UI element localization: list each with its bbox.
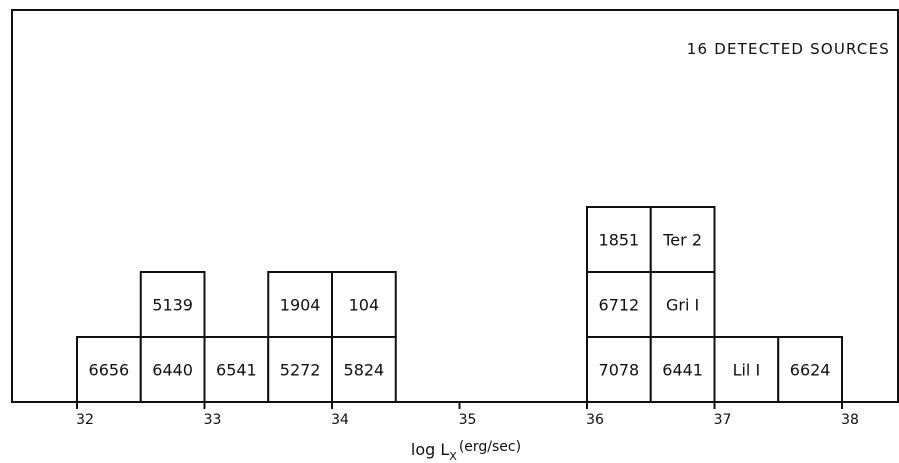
source-label: Lil I [733,361,761,380]
source-box-rect [586,206,652,273]
source-label: 104 [349,296,380,315]
source-box: 6624 [777,336,843,403]
source-box: 5139 [139,271,206,338]
x-tick-label: 32 [76,412,94,428]
source-box: 6441 [649,336,716,403]
source-box-rect [139,271,206,338]
source-label: Gri I [666,296,699,315]
source-box: 1851 [586,206,652,273]
source-label: 7078 [599,361,640,380]
x-tick-label: 36 [586,412,604,428]
source-label: 6541 [216,361,257,380]
source-box-rect [649,206,716,273]
x-axis-label: log LX(erg/sec) [411,439,521,463]
source-label: 1904 [280,296,321,315]
x-tick-label: 37 [714,412,732,428]
x-tick-label: 38 [841,412,859,428]
x-tick-label: 33 [204,412,222,428]
source-boxes: 6656 6440 5139 6541 5272 1904 5824 104 7078 6712 1… [76,206,843,403]
source-box-rect [331,271,397,338]
plot-frame [11,9,899,403]
source-box: 1904 [267,271,333,338]
sources-annotation: 16 DETECTED SOURCES [687,40,890,58]
source-box: 104 [331,271,397,338]
source-box: 6712 [586,271,652,338]
source-label: 5139 [152,296,193,315]
source-box: Lil I [713,336,780,403]
source-label: 6624 [790,361,831,380]
source-label: 6440 [152,361,193,380]
source-label: 5824 [344,361,385,380]
source-box-rect [777,336,843,403]
x-axis-label-main: log L [411,440,449,459]
source-box: Ter 2 [649,206,716,273]
source-box: 6656 [76,336,142,403]
x-axis-ticks: 32 33 34 35 36 37 38 [76,402,859,428]
source-box-rect [649,336,716,403]
source-box-rect [76,336,142,403]
source-label: 5272 [280,361,321,380]
source-box: Gri I [649,271,716,338]
source-label: 1851 [599,231,640,250]
source-label: 6441 [662,361,703,380]
source-box: 7078 [586,336,652,403]
source-box-rect [331,336,397,403]
source-box: 5824 [331,336,397,403]
source-box: 6541 [203,336,270,403]
x-tick-label: 34 [331,412,349,428]
source-box: 5272 [267,336,333,403]
x-axis-label-unit: (erg/sec) [459,439,521,455]
source-label: Ter 2 [662,231,702,250]
source-label: 6712 [599,296,640,315]
source-label: 6656 [89,361,130,380]
source-box-rect [586,271,652,338]
x-axis-label-subscript: X [449,450,457,463]
x-tick-label: 35 [459,412,477,428]
source-box: 6440 [139,336,206,403]
